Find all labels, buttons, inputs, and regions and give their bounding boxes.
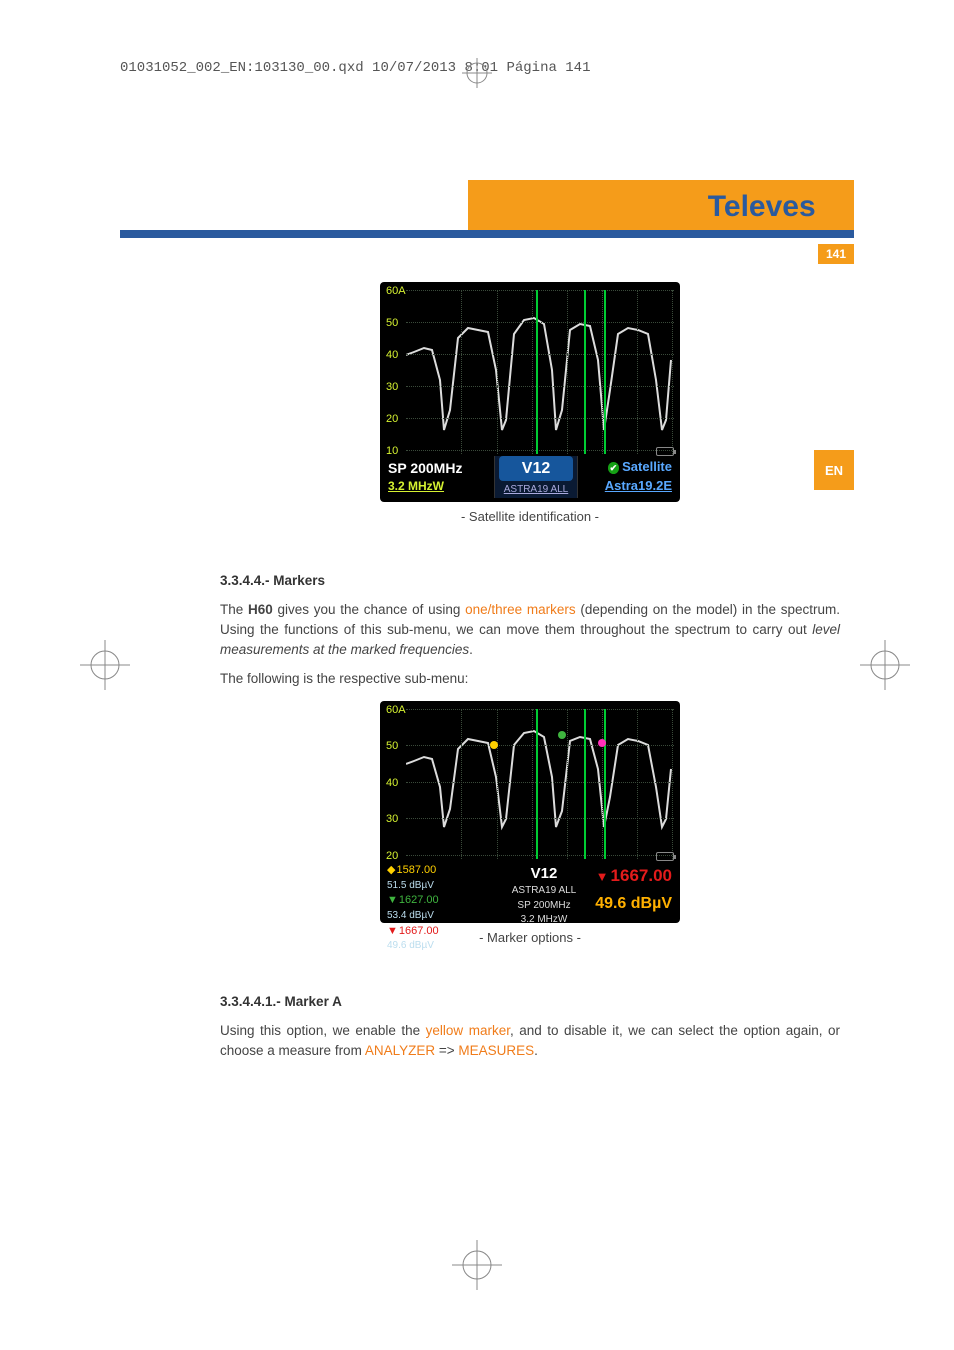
spectrum-plot-2: 60A50403020 [384,705,676,861]
footer-right-2: 1667.00 49.6 dBµV [584,861,676,919]
figure-marker-options: 60A50403020 ◆1587.0051.5 dBµV▼1627.0053.… [380,701,680,948]
heading-markers: 3.3.4.4.- Markers [220,571,840,591]
para-marker-a: Using this option, we enable the yellow … [220,1021,840,1060]
trace-2 [406,709,674,859]
v12-badge: V12 [499,456,573,481]
battery-icon-2 [656,852,674,861]
device-screen-1: 60A5040302010 SP 200MHz 3.2 MHzW V12 AST… [380,282,680,502]
header-blue-bar [120,230,854,238]
selected-marker-freq: 1667.00 [588,864,672,889]
televes-logo-dot [816,190,824,223]
selected-marker-level: 49.6 dBµV [588,892,672,915]
print-header-text: 01031052_002_EN:103130_00.qxd 10/07/2013… [120,60,590,76]
satellite-ok-label: Satellite [582,458,672,477]
print-header: 01031052_002_EN:103130_00.qxd 10/07/2013… [120,60,590,76]
marker-readout-row: ◆1587.0051.5 dBµV [387,863,501,893]
marker-readout-row: ▼1667.0049.6 dBµV [387,924,501,954]
mhzw-label-2: 3.2 MHzW [504,913,584,928]
para-markers-1: The H60 gives you the chance of using on… [220,600,840,659]
device-footer-1: SP 200MHz 3.2 MHzW V12 ASTRA19 ALL Satel… [384,456,676,498]
trace-1 [406,290,674,454]
heading-marker-a: 3.3.4.4.1.- Marker A [220,992,840,1012]
marker-dot [598,739,606,747]
footer-mid-1: V12 ASTRA19 ALL [494,456,578,498]
crop-mark-top [462,58,492,93]
footer-left-1: SP 200MHz 3.2 MHzW [384,456,494,498]
device-footer-2: ◆1587.0051.5 dBµV▼1627.0053.4 dBµV▼1667.… [384,861,676,919]
sp-label-2: SP 200MHz [504,899,584,914]
marker-readouts: ◆1587.0051.5 dBµV▼1627.0053.4 dBµV▼1667.… [384,861,504,919]
figure-satellite-identification: 60A5040302010 SP 200MHz 3.2 MHzW V12 AST… [380,282,680,527]
crop-mark-bottom [452,1240,502,1295]
footer-right-1: Satellite Astra19.2E [578,456,676,498]
astra-all-2: ASTRA19 ALL [504,884,584,899]
battery-icon [656,447,674,456]
page-number-badge: 141 [818,244,854,264]
mhzw-label: 3.2 MHzW [388,478,490,495]
astra-label: Astra19.2E [582,477,672,496]
marker-dot [490,741,498,749]
spectrum-plot-1: 60A5040302010 [384,286,676,456]
crop-mark-left [80,640,130,690]
footer-mid-2: V12 ASTRA19 ALL SP 200MHz 3.2 MHzW [504,861,584,919]
v12-label-2: V12 [504,863,584,885]
crop-mark-right [860,640,910,690]
televes-logo-text: Televes [708,190,816,223]
marker-readout-row: ▼1627.0053.4 dBµV [387,893,501,923]
marker-dot [558,731,566,739]
page-content: 60A5040302010 SP 200MHz 3.2 MHzW V12 AST… [220,270,840,1070]
device-screen-2: 60A50403020 ◆1587.0051.5 dBµV▼1627.0053.… [380,701,680,923]
sp-label: SP 200MHz [388,458,490,478]
figure-1-caption: - Satellite identification - [380,508,680,527]
televes-logo: Televes [708,190,824,224]
para-markers-2: The following is the respective sub-menu… [220,669,840,689]
astra-all-label: ASTRA19 ALL [499,483,573,498]
